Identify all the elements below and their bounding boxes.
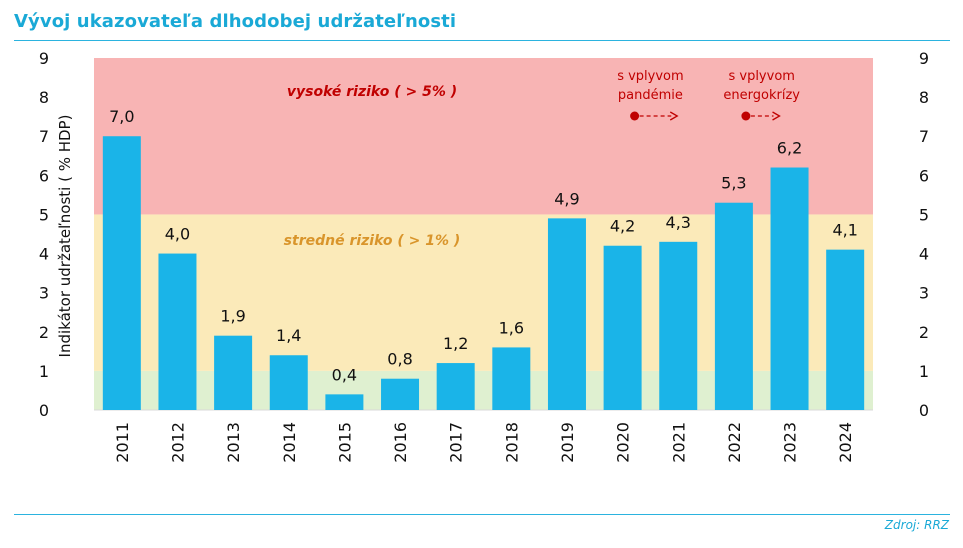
data-label-2012: 4,0 [165,225,190,244]
bar-2013 [214,335,253,410]
data-label-2021: 4,3 [666,213,691,232]
y-tick-left-5: 5 [39,205,49,224]
bar-2022 [714,202,753,410]
y-tick-left-1: 1 [39,362,49,381]
y-tick-left-8: 8 [39,88,49,107]
x-tick-2017: 2017 [447,422,466,463]
bar-2024 [826,249,865,410]
annotation-1-arrow-head [669,111,679,121]
y-tick-right-0: 0 [919,401,929,420]
bar-2017 [436,363,475,410]
annotation-2-arrow-head [772,111,781,121]
y-tick-left-4: 4 [39,245,49,264]
bar-2020 [603,245,642,410]
data-label-2015: 0,4 [332,365,357,384]
x-tick-2015: 2015 [335,422,354,463]
x-tick-2012: 2012 [168,422,187,463]
y-tick-right-1: 1 [919,362,929,381]
x-tick-2013: 2013 [224,422,243,463]
x-tick-2014: 2014 [280,422,299,463]
y-tick-right-9: 9 [919,49,929,68]
data-label-2020: 4,2 [610,217,635,236]
x-tick-2016: 2016 [391,422,410,463]
y-tick-left-0: 0 [39,401,49,420]
data-label-2013: 1,9 [220,307,245,326]
y-tick-right-5: 5 [919,205,929,224]
annotation-2-dot [741,111,751,121]
risk-zone-medium [94,214,873,371]
data-label-2017: 1,2 [443,334,468,353]
annotation-2-line-2: energokrízy [723,88,800,103]
y-tick-left-3: 3 [39,284,49,303]
y-tick-right-7: 7 [919,127,929,146]
annotation-1-line-1: s vplyvom [617,69,683,84]
y-tick-left-6: 6 [39,166,49,185]
y-tick-left-7: 7 [39,127,49,146]
bar-2023 [770,167,809,410]
bar-2018 [492,347,531,410]
annotation-2-line-1: s vplyvom [728,69,794,84]
bar-2014 [269,355,308,410]
y-tick-left-9: 9 [39,49,49,68]
bar-2015 [325,394,364,410]
chart-title: Vývoj ukazovateľa dlhodobej udržateľnost… [14,11,457,32]
bottom-divider [14,514,950,515]
data-label-2023: 6,2 [777,139,802,158]
y-tick-left-2: 2 [39,323,49,342]
x-tick-2020: 2020 [614,422,633,463]
y-axis-label: Indikátor udržateľnosti ( % HDP) [56,115,74,358]
annotation-1-line-2: pandémie [618,88,683,103]
data-label-2019: 4,9 [554,189,579,208]
data-label-2011: 7,0 [109,107,134,126]
data-label-2024: 4,1 [832,221,857,240]
y-tick-right-3: 3 [919,284,929,303]
data-label-2018: 1,6 [499,318,524,337]
top-divider [14,40,950,41]
y-tick-right-4: 4 [919,245,929,264]
risk-zone-high [94,58,873,215]
x-tick-2024: 2024 [836,422,855,463]
source-note: Zdroj: RRZ [884,518,949,532]
data-label-2014: 1,4 [276,326,301,345]
data-label-2016: 0,8 [387,350,412,369]
y-tick-right-6: 6 [919,166,929,185]
bar-2011 [102,136,141,410]
x-tick-2022: 2022 [725,422,744,463]
bar-2012 [158,253,197,410]
x-tick-2018: 2018 [502,422,521,463]
x-tick-2023: 2023 [781,422,800,463]
risk-zone-low [94,370,873,410]
bar-2021 [659,241,698,410]
annotation-1-dot [630,111,640,121]
zone-label-medium: stredné riziko ( > 1% ) [284,233,461,249]
y-tick-right-2: 2 [919,323,929,342]
data-label-2022: 5,3 [721,174,746,193]
x-tick-2011: 2011 [113,422,132,463]
x-tick-2019: 2019 [558,422,577,463]
bar-2019 [547,218,586,410]
bar-2016 [381,378,420,410]
zone-label-high: vysoké riziko ( > 5% ) [287,84,457,100]
x-tick-2021: 2021 [669,422,688,463]
y-tick-right-8: 8 [919,88,929,107]
